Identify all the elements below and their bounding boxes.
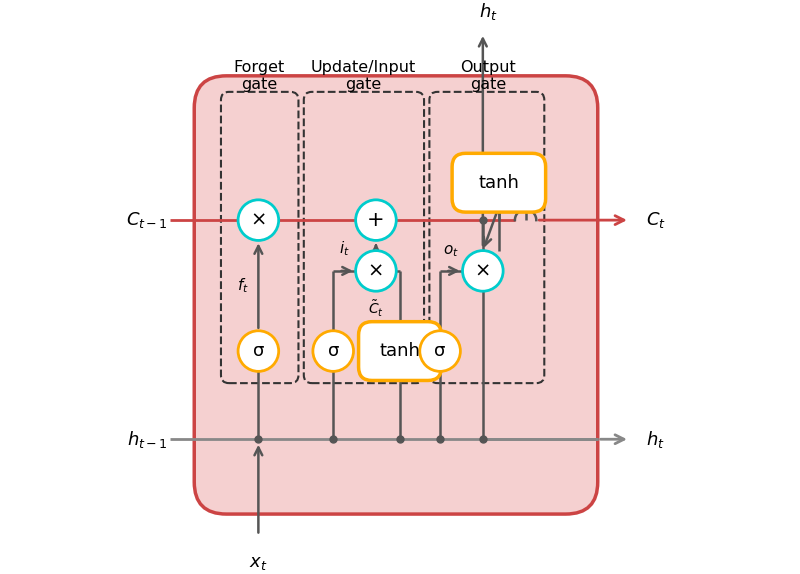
Text: σ: σ	[253, 342, 264, 360]
Text: $x_t$: $x_t$	[249, 554, 268, 572]
Text: $h_t$: $h_t$	[479, 1, 498, 22]
FancyBboxPatch shape	[194, 76, 598, 514]
FancyBboxPatch shape	[452, 153, 546, 212]
Text: tanh: tanh	[379, 342, 421, 360]
Text: +: +	[367, 210, 385, 230]
Circle shape	[356, 251, 396, 291]
Circle shape	[238, 331, 278, 371]
Circle shape	[462, 251, 503, 291]
Circle shape	[313, 331, 354, 371]
Text: ×: ×	[474, 261, 491, 281]
Text: $f_t$: $f_t$	[237, 276, 249, 295]
Text: Output
gate: Output gate	[460, 60, 516, 92]
FancyBboxPatch shape	[358, 321, 442, 381]
Text: ×: ×	[250, 211, 266, 230]
Text: $h_t$: $h_t$	[646, 429, 665, 450]
Circle shape	[356, 200, 396, 241]
Text: σ: σ	[327, 342, 339, 360]
Text: tanh: tanh	[478, 174, 519, 192]
Text: $h_{t-1}$: $h_{t-1}$	[127, 429, 167, 450]
Text: Forget
gate: Forget gate	[234, 60, 285, 92]
Circle shape	[238, 200, 278, 241]
Text: σ: σ	[434, 342, 446, 360]
Text: $C_{t-1}$: $C_{t-1}$	[126, 210, 167, 230]
Text: $o_t$: $o_t$	[442, 243, 458, 259]
Text: ×: ×	[368, 261, 384, 281]
Text: Update/Input
gate: Update/Input gate	[311, 60, 416, 92]
Circle shape	[420, 331, 460, 371]
Text: $\tilde{C}_t$: $\tilde{C}_t$	[368, 299, 384, 319]
Text: $C_t$: $C_t$	[646, 210, 666, 230]
Text: $i_t$: $i_t$	[338, 239, 350, 258]
